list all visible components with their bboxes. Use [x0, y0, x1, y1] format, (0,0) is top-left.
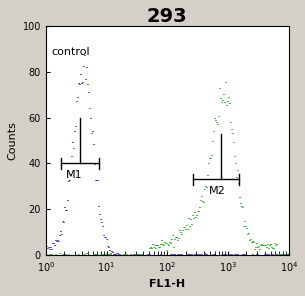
Text: M1: M1 [65, 170, 82, 180]
Y-axis label: Counts: Counts [7, 121, 17, 160]
X-axis label: FL1-H: FL1-H [149, 279, 185, 289]
Text: M2: M2 [209, 186, 225, 196]
Title: 293: 293 [147, 7, 188, 26]
Text: control: control [52, 47, 91, 57]
